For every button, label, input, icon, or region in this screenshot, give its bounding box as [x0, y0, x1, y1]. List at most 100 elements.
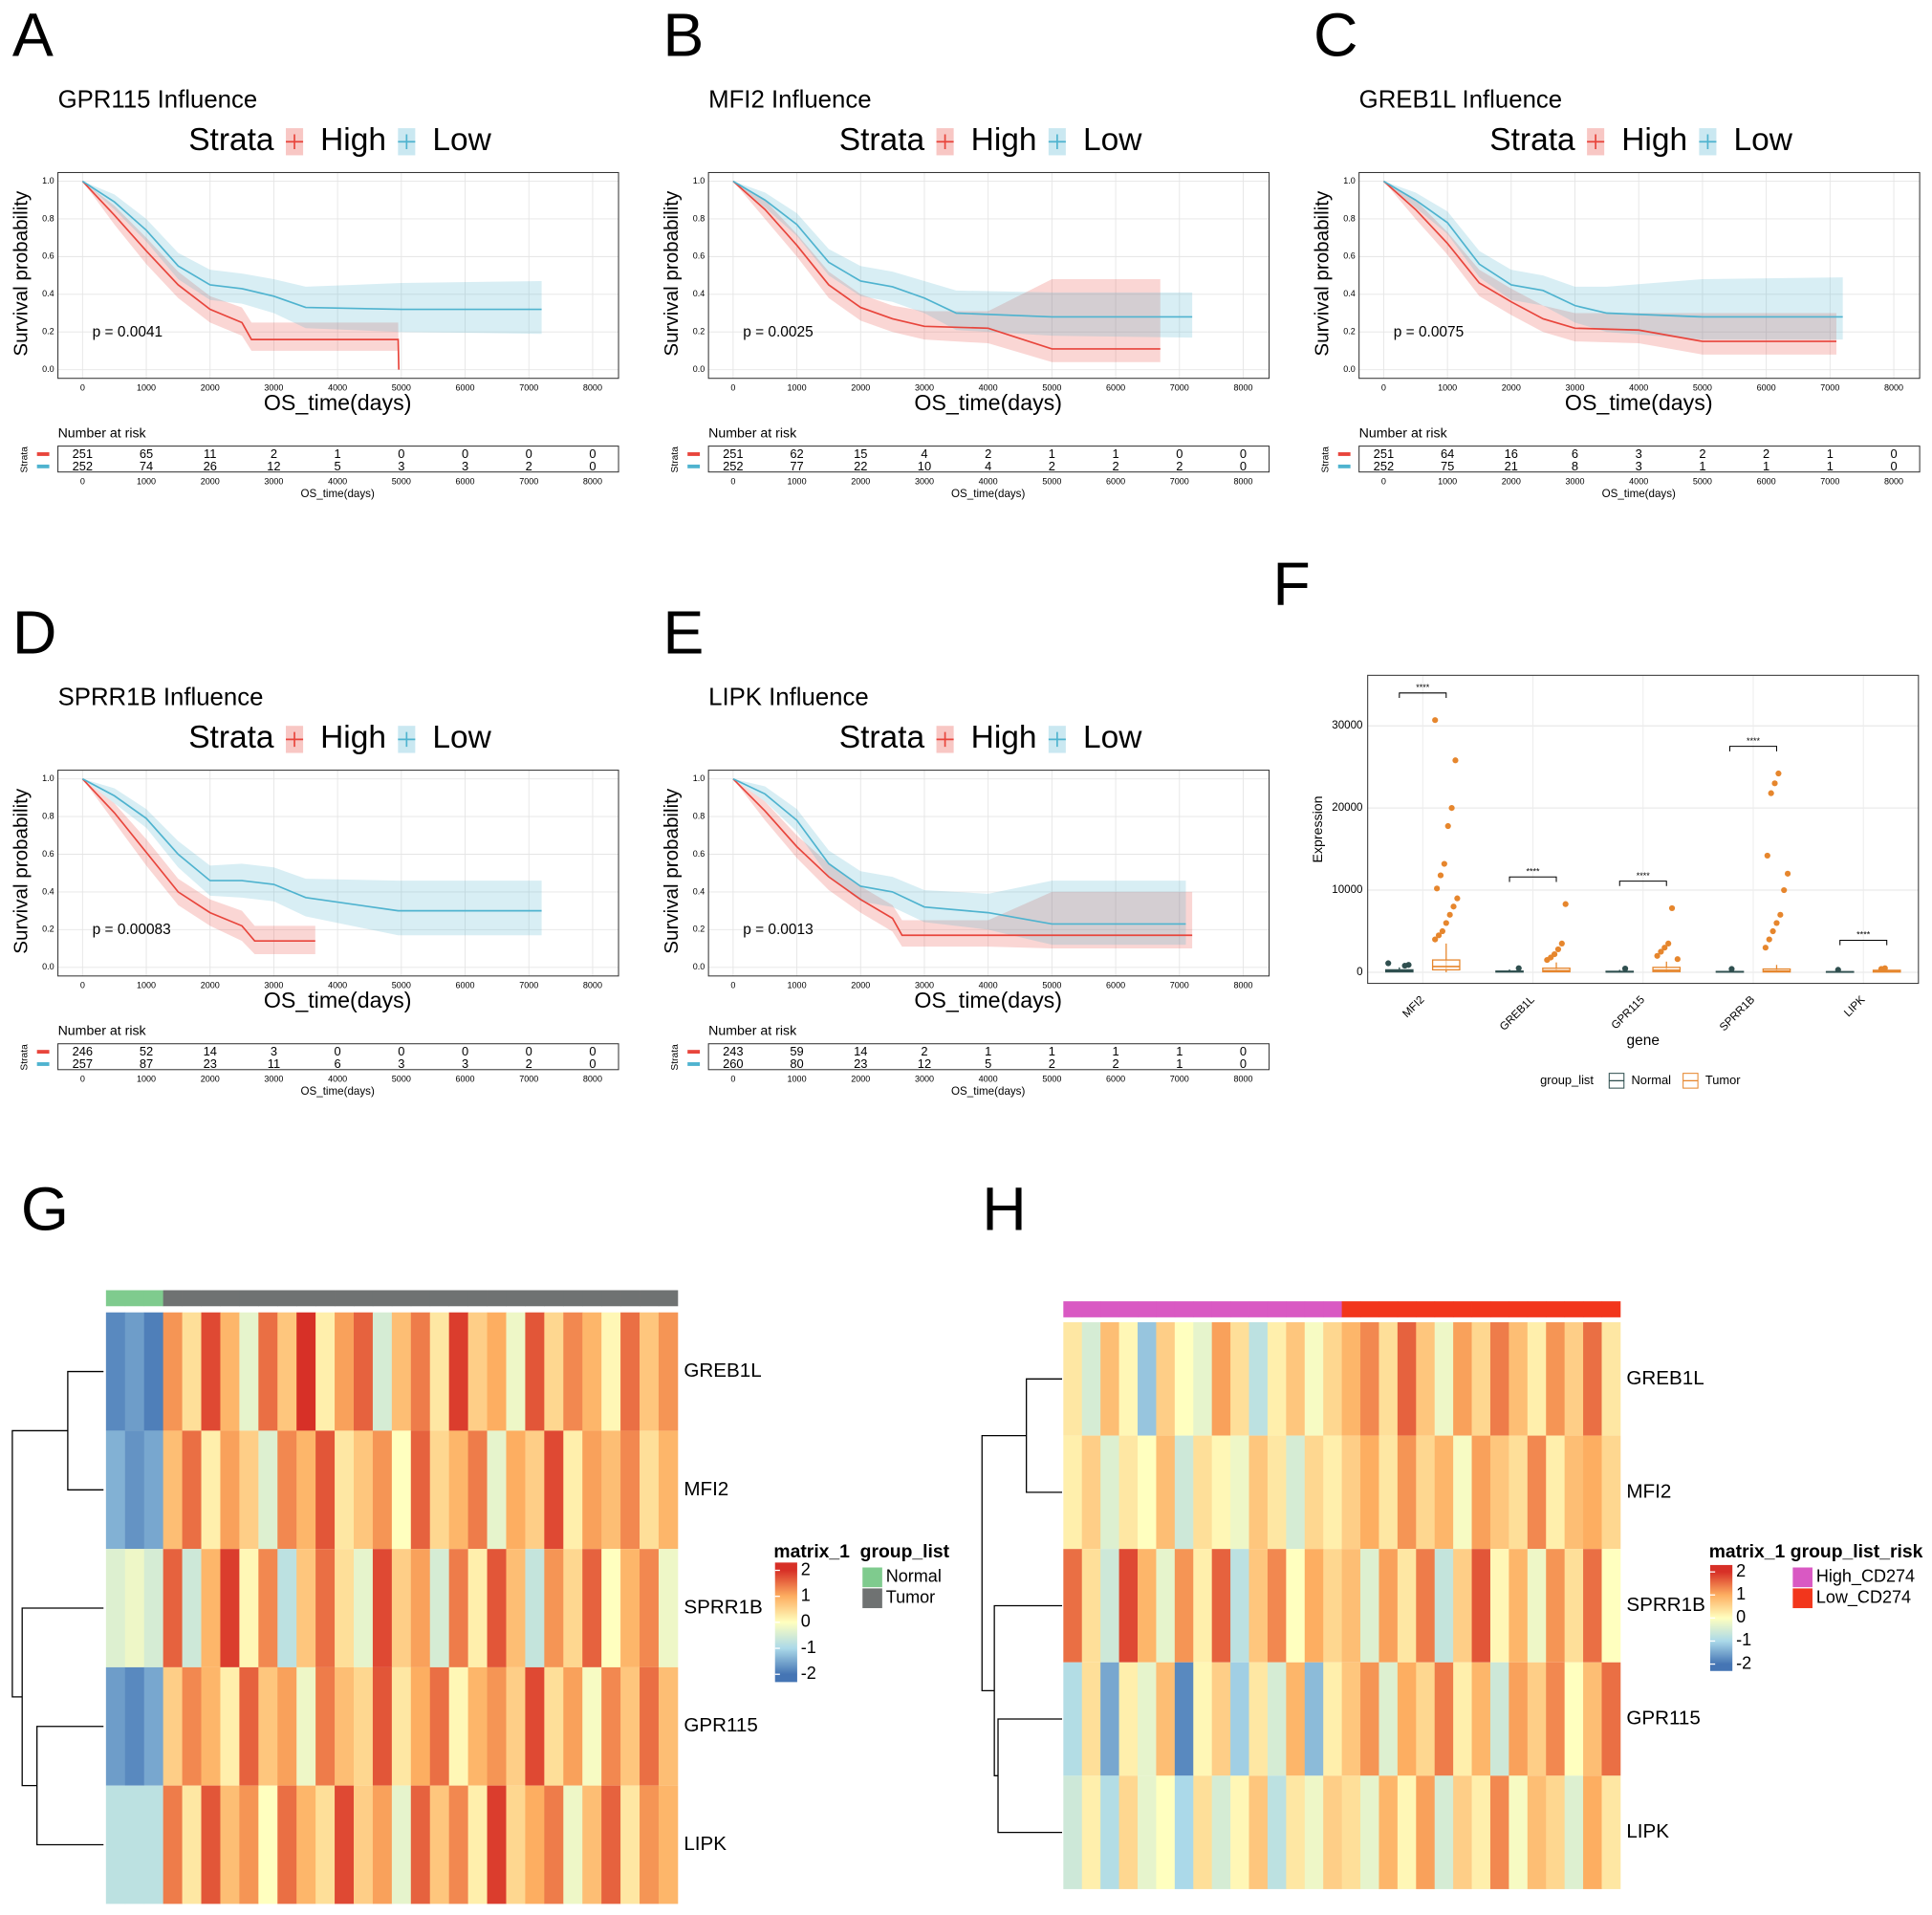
annotation-cell	[1416, 1301, 1436, 1317]
risk-x-tick-label: 2000	[851, 1074, 870, 1083]
risk-count: 4	[985, 459, 991, 473]
risk-table-box	[707, 446, 1270, 473]
heatmap-cell	[448, 1430, 468, 1550]
x-tick-label: 0	[730, 382, 735, 392]
heatmap-cell	[1601, 1549, 1621, 1663]
heatmap-cell	[1527, 1435, 1547, 1550]
heatmap-cell	[124, 1312, 145, 1431]
heatmap-cell	[1341, 1435, 1361, 1550]
y-tick-label: 0.4	[693, 886, 706, 896]
heatmap-cell	[1509, 1549, 1529, 1663]
y-axis-title: Survival probability	[661, 190, 683, 357]
y-tick-label: 10000	[1332, 883, 1362, 896]
heatmap-cell	[163, 1549, 183, 1667]
row-label: LIPK	[1626, 1820, 1669, 1842]
risk-count: 252	[723, 459, 743, 473]
risk-count: 2	[1049, 459, 1055, 473]
point	[1434, 885, 1441, 892]
annotation-cell	[391, 1290, 412, 1307]
risk-x-title: OS_time(days)	[951, 1085, 1025, 1098]
annotation-cell	[1601, 1301, 1621, 1317]
x-tick-label: 4000	[979, 382, 998, 392]
heatmap-cell	[1118, 1662, 1139, 1776]
heatmap-cell	[601, 1430, 621, 1550]
heatmap-cell	[563, 1785, 583, 1904]
ci-band	[732, 778, 1186, 946]
heatmap-cell	[105, 1549, 126, 1667]
heatmap-cell	[182, 1666, 202, 1786]
heatmap-cell	[1267, 1662, 1287, 1776]
heatmap-cell	[143, 1549, 164, 1667]
heatmap-cell	[640, 1312, 660, 1431]
heatmap-cell	[1063, 1775, 1083, 1889]
heatmap-cell	[410, 1312, 431, 1431]
y-tick-label: 0.4	[693, 289, 706, 298]
risk-count: 21	[1505, 459, 1518, 473]
annotation-cell	[1527, 1301, 1547, 1317]
heatmap-cell	[335, 1785, 355, 1904]
heatmap-cell	[239, 1666, 259, 1786]
heatmap-cell	[296, 1549, 316, 1667]
heatmap-cell	[372, 1666, 393, 1786]
y-axis-title: Survival probability	[1312, 190, 1334, 357]
heatmap-cell	[1304, 1549, 1324, 1663]
heatmap-cell	[544, 1549, 564, 1667]
legend-title: Strata	[839, 720, 925, 755]
heatmap-cell	[1230, 1775, 1249, 1889]
chart-title: SPRR1B Influence	[58, 685, 264, 711]
heatmap-cell	[220, 1666, 240, 1786]
x-tick-label: 7000	[519, 981, 538, 990]
heatmap-cell	[1230, 1322, 1249, 1436]
x-tick-label: 4000	[1629, 382, 1648, 392]
heatmap-cell	[1248, 1322, 1269, 1436]
heatmap-cell	[201, 1785, 221, 1904]
ci-band	[82, 778, 315, 954]
risk-x-tick-label: 3000	[1565, 476, 1584, 486]
colorbar-title: matrix_1	[1709, 1542, 1786, 1562]
risk-count: 2	[1176, 459, 1183, 473]
y-tick-label: 0	[1357, 966, 1362, 978]
p-value: p = 0.0025	[743, 324, 813, 340]
plot-panel	[57, 770, 619, 976]
point	[1452, 757, 1459, 764]
heatmap-cell	[1471, 1435, 1491, 1550]
point	[1443, 920, 1449, 926]
heatmap-cell	[1081, 1435, 1101, 1550]
risk-x-tick-label: 1000	[137, 476, 156, 486]
plot-border	[1367, 674, 1920, 985]
x-tick-label: 3000	[264, 382, 283, 392]
heatmap-cell	[391, 1430, 412, 1550]
row-label: LIPK	[684, 1833, 727, 1855]
y-tick-label: 0.0	[1343, 364, 1356, 374]
legend-label: High	[971, 720, 1037, 755]
heatmap-cell	[640, 1430, 660, 1550]
heatmap-cell	[429, 1549, 450, 1667]
heatmap-cell	[1341, 1322, 1361, 1436]
heatmap-cell	[1564, 1435, 1584, 1550]
annotation-cell	[296, 1290, 316, 1307]
x-tick-label: 8000	[1233, 382, 1252, 392]
heatmap-cell	[1601, 1775, 1621, 1889]
point	[1781, 886, 1788, 894]
survival-line	[1382, 180, 1843, 318]
heatmap-cell	[335, 1549, 355, 1667]
risk-x-tick-label: 5000	[392, 476, 411, 486]
risk-x-tick-label: 2000	[201, 1074, 220, 1083]
heatmap-cell	[220, 1430, 240, 1550]
x-tick-label: 2000	[1502, 382, 1521, 392]
risk-x-tick-label: 4000	[979, 1074, 998, 1083]
risk-row-key	[36, 452, 50, 456]
heatmap-cell	[429, 1785, 450, 1904]
heatmap-cell	[1304, 1662, 1324, 1776]
heatmap-cell	[1174, 1322, 1194, 1436]
heatmap-cell	[1601, 1322, 1621, 1436]
risk-y-title: Strata	[670, 1044, 681, 1071]
annotation-cell	[1583, 1301, 1602, 1317]
risk-x-title: OS_time(days)	[951, 488, 1025, 500]
x-tick-label: 5000	[392, 981, 411, 990]
heatmap-cell	[467, 1666, 488, 1786]
survival-line	[732, 180, 1161, 350]
point	[1654, 952, 1661, 959]
annotation-cell	[182, 1290, 202, 1307]
risk-row-key	[1337, 452, 1351, 456]
